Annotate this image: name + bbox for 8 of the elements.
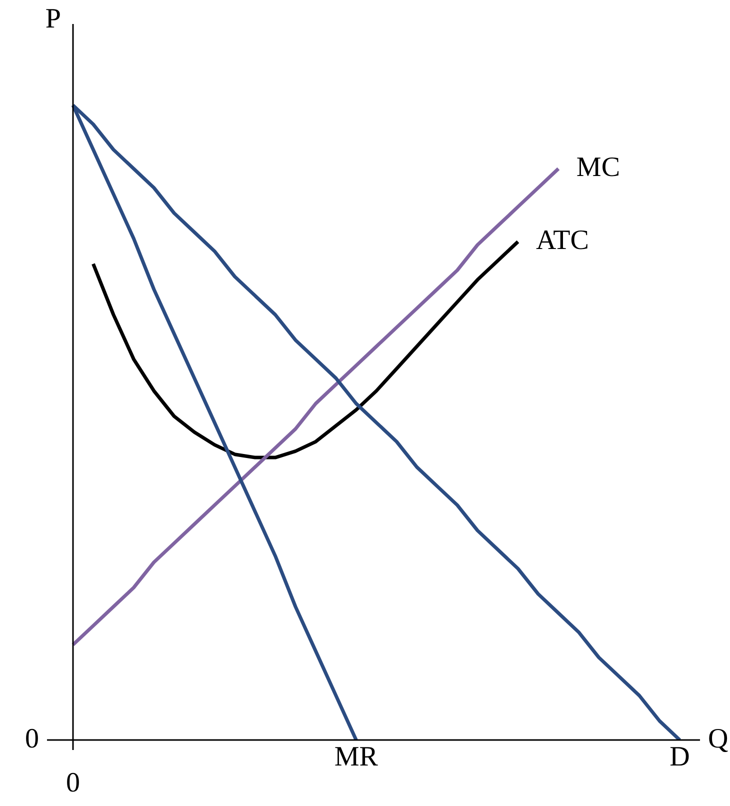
y-axis-title: P <box>45 3 61 34</box>
series-label: MR <box>334 741 378 772</box>
text: 0 <box>66 767 80 798</box>
series-label: D <box>670 741 690 772</box>
series-label: ATC <box>536 225 589 256</box>
series-label: MC <box>576 152 620 184</box>
text: 0 <box>25 723 39 754</box>
x-axis-title: Q <box>708 723 728 754</box>
